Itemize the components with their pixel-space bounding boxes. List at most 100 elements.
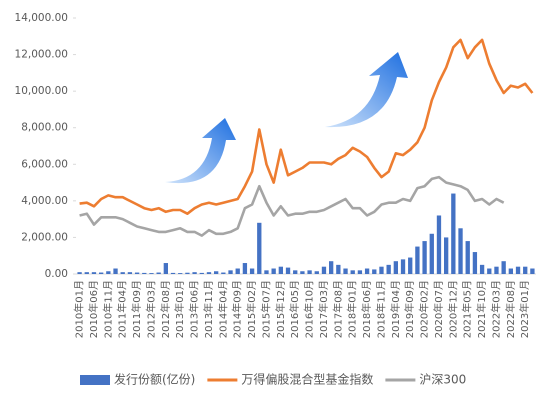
- bar: [336, 264, 341, 274]
- y-tick-label: 0.00: [45, 268, 68, 280]
- x-tick-label: 2015年07月: [259, 280, 272, 338]
- bar: [113, 268, 118, 274]
- bar: [472, 252, 478, 274]
- x-tick-label: 2013年01月: [173, 280, 186, 338]
- bar: [149, 273, 154, 274]
- x-tick-label: 2020年02月: [418, 280, 431, 338]
- bar: [487, 268, 492, 274]
- y-tick-label: 14,000.00: [15, 12, 68, 24]
- bar: [293, 270, 298, 274]
- bar: [479, 264, 485, 274]
- bar: [163, 263, 168, 274]
- bar: [228, 270, 233, 274]
- x-tick-label: 2022年03月: [489, 280, 502, 338]
- bar: [77, 272, 82, 274]
- bar: [523, 266, 528, 274]
- bar: [264, 270, 269, 274]
- x-tick-label: 2013年06月: [188, 280, 201, 338]
- y-tick-label: 4,000.00: [21, 195, 68, 207]
- x-tick-label: 2013年11月: [202, 280, 215, 338]
- bar: [372, 269, 377, 274]
- bar: [379, 266, 384, 274]
- bar: [451, 193, 456, 274]
- bar: [393, 261, 398, 274]
- bar: [494, 266, 499, 274]
- bar: [400, 259, 406, 274]
- y-tick-label: 10,000.00: [15, 85, 68, 97]
- bar: [235, 268, 240, 274]
- bar: [307, 270, 312, 274]
- bar: [120, 272, 125, 274]
- bar: [300, 271, 305, 274]
- line: [79, 38, 534, 215]
- bar: [515, 266, 521, 274]
- bar: [156, 272, 161, 274]
- bar: [221, 272, 226, 274]
- x-tick-label: 2016年05月: [288, 280, 301, 338]
- x-tick-label: 2012年08月: [159, 280, 172, 338]
- bar: [192, 272, 197, 274]
- bar: [465, 241, 470, 274]
- y-tick-label: 2,000.00: [21, 231, 68, 243]
- bar: [329, 261, 334, 274]
- bar: [343, 268, 348, 274]
- bar: [314, 271, 319, 274]
- bar: [84, 272, 89, 274]
- bar: [214, 271, 219, 274]
- x-tick-label: 2020年12月: [446, 280, 459, 338]
- bar: [106, 271, 111, 274]
- x-tick-label: 2018年01月: [346, 280, 359, 338]
- bar: [206, 272, 212, 274]
- bar: [242, 263, 248, 274]
- x-tick-label: 2015年12月: [274, 280, 287, 338]
- legend-label: 沪深300: [419, 373, 466, 387]
- x-tick-label: 2015年02月: [245, 280, 258, 338]
- x-tick-label: 2016年10月: [303, 280, 316, 338]
- x-tick-label: 2014年04月: [216, 280, 229, 338]
- y-tick-label: 12,000.00: [15, 49, 68, 61]
- x-tick-label: 2017年03月: [317, 280, 330, 338]
- bar: [458, 228, 463, 274]
- bar: [134, 272, 140, 274]
- bar: [142, 272, 147, 274]
- bar: [285, 267, 291, 274]
- bar: [357, 270, 363, 274]
- bar: [444, 237, 449, 274]
- bar: [364, 268, 370, 274]
- x-tick-label: 2010年06月: [87, 280, 100, 338]
- bar: [170, 272, 176, 274]
- x-tick-label: 2011年09月: [130, 280, 143, 338]
- x-tick-label: 2018年06月: [360, 280, 373, 338]
- legend-swatch: [80, 375, 110, 385]
- x-tick-label: 2022年08月: [504, 280, 517, 338]
- x-tick-label: 2019年04月: [389, 280, 402, 338]
- y-tick-label: 6,000.00: [21, 158, 68, 170]
- x-tick-label: 2012年03月: [144, 280, 157, 338]
- arrow-1: [165, 118, 236, 184]
- bar: [501, 261, 506, 274]
- bar: [386, 264, 391, 274]
- bar: [408, 257, 413, 274]
- bar: [249, 268, 255, 274]
- x-tick-label: 2023年01月: [518, 280, 531, 338]
- bar: [350, 270, 355, 274]
- x-tick-label: 2021年10月: [475, 280, 488, 338]
- bar: [99, 272, 104, 274]
- arrow-2: [325, 52, 408, 128]
- line: [79, 175, 505, 237]
- bar: [271, 268, 276, 274]
- x-tick-label: 2019年09月: [403, 280, 416, 338]
- bar: [415, 246, 420, 274]
- bar: [257, 222, 262, 274]
- bar: [185, 272, 190, 274]
- bar: [321, 266, 327, 274]
- bar: [429, 233, 434, 274]
- bar: [199, 272, 204, 274]
- x-tick-label: 2018年11月: [374, 280, 387, 338]
- bar: [278, 266, 283, 274]
- bar: [436, 215, 442, 274]
- legend-label: 发行份额(亿份): [114, 372, 195, 387]
- bar: [530, 268, 535, 274]
- x-tick-label: 2020年07月: [432, 280, 445, 338]
